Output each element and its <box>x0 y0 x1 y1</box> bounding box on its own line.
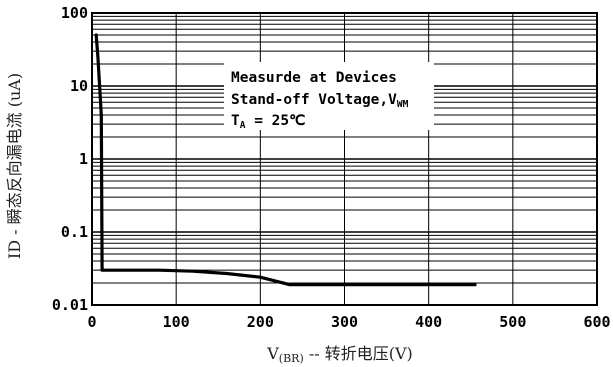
x-tick-label: 400 <box>415 313 442 331</box>
annotation-line-2-text: Stand-off Voltage,V <box>231 92 397 108</box>
x-tick-label: 200 <box>247 313 274 331</box>
x-tick-label: 300 <box>331 313 358 331</box>
y-tick-label: 10 <box>70 77 88 95</box>
annotation-line-2-sub: WM <box>397 99 409 110</box>
annotation-line-1: Measurde at Devices <box>231 70 397 86</box>
grid-lines <box>91 13 598 306</box>
series-line <box>94 33 477 287</box>
x-axis-title: V(BR) -- 转折电压(V) <box>266 344 413 365</box>
x-tick-label: 500 <box>499 313 526 331</box>
annotation-line-3: TA = 25℃ <box>231 113 306 131</box>
annotation-line-3-suffix: = 25℃ <box>245 113 306 129</box>
x-axis-title-prefix: V <box>266 344 279 363</box>
x-tick-label: 0 <box>87 313 96 331</box>
y-axis-title: ID - 瞬态反向漏电流 (uA) <box>5 73 24 259</box>
annotation-line-2: Stand-off Voltage,VWM <box>231 92 409 110</box>
annotation-line-3-sub: A <box>240 120 246 131</box>
annotation-background <box>224 62 434 130</box>
x-tick-label: 600 <box>583 313 610 331</box>
x-axis-title-sub: (BR) <box>279 352 304 365</box>
y-tick-label: 1 <box>79 150 88 168</box>
y-tick-label: 100 <box>61 4 88 22</box>
tick-labels: 0 100 200 300 400 500 600 0.01 0.1 1 10 100 <box>52 4 611 331</box>
y-tick-label: 0.01 <box>52 296 88 314</box>
y-tick-label: 0.1 <box>61 223 88 241</box>
x-tick-label: 100 <box>163 313 190 331</box>
annotation-line-3-prefix: T <box>231 113 240 129</box>
plot-frame <box>91 12 598 306</box>
x-axis-title-suffix: -- 转折电压(V) <box>304 344 413 363</box>
